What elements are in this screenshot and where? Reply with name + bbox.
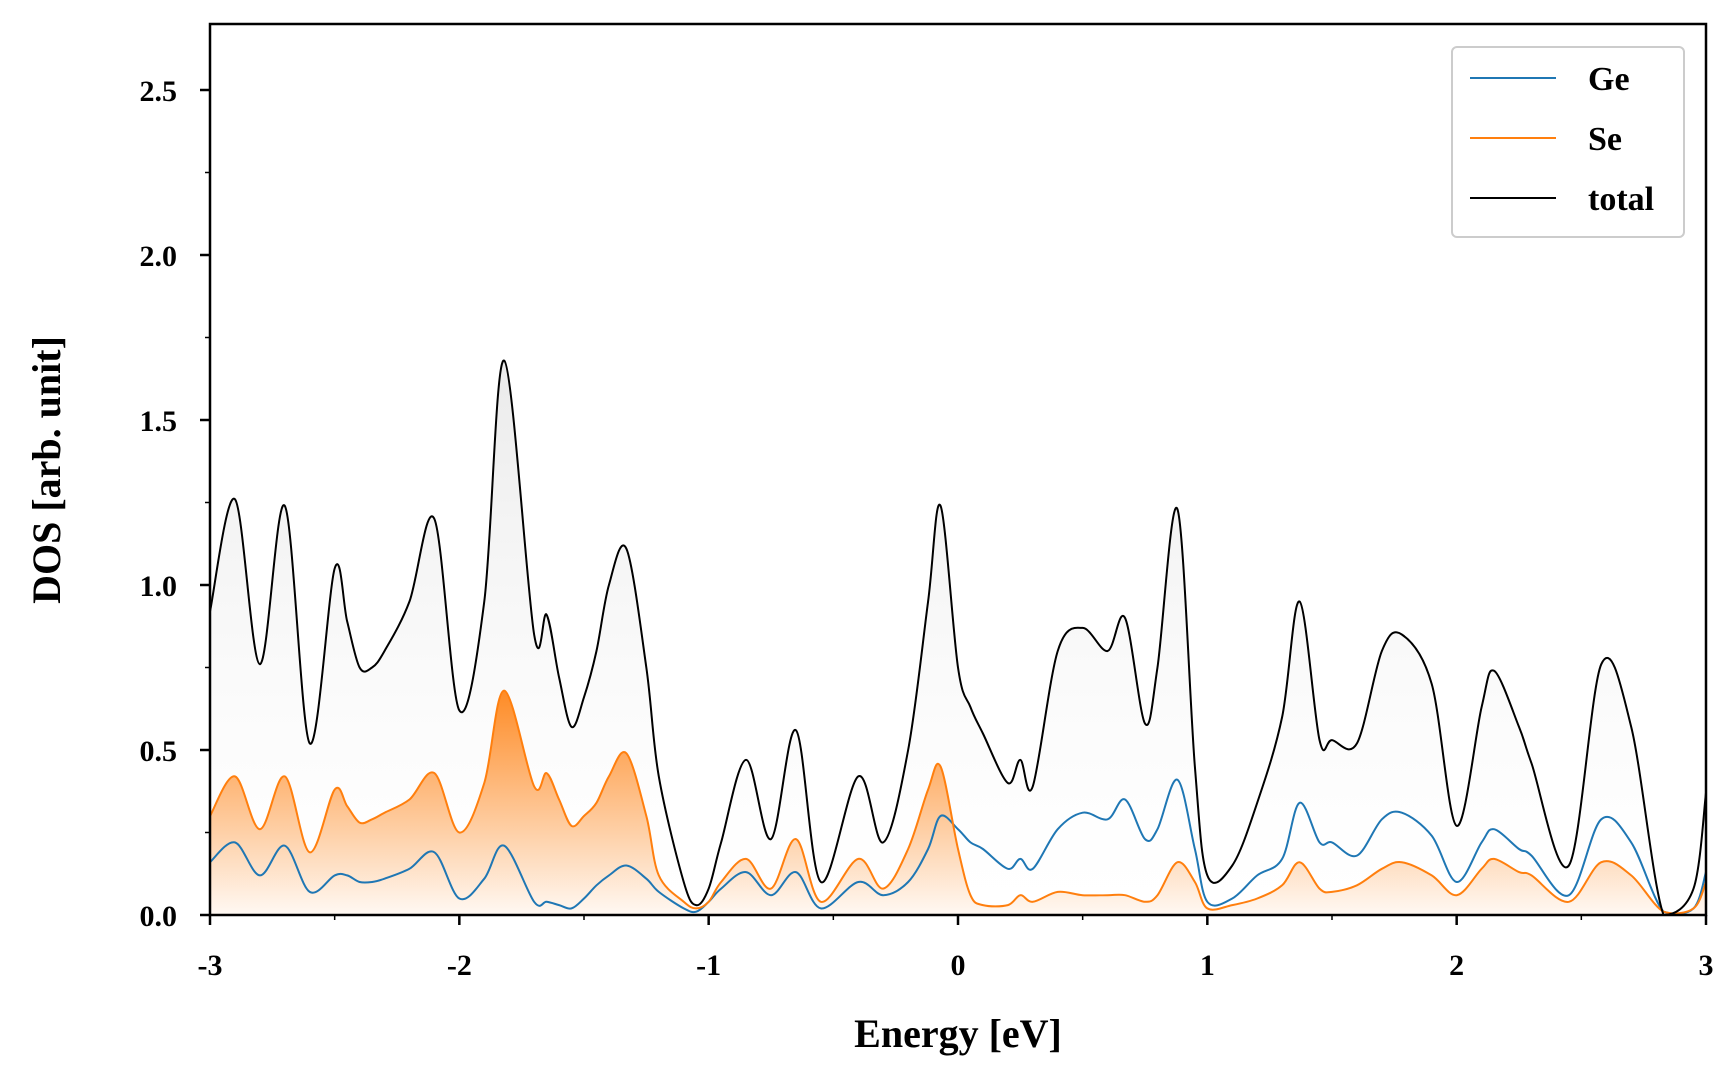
x-tick-label: -1 bbox=[696, 949, 721, 982]
series-line-total bbox=[210, 359, 1706, 915]
legend: Ge Se total bbox=[1451, 46, 1685, 238]
x-tick-label: 1 bbox=[1200, 949, 1215, 982]
y-tick-label: 0.5 bbox=[140, 735, 178, 768]
y-tick-label: 1.5 bbox=[140, 405, 178, 438]
y-tick-label: 0.0 bbox=[140, 900, 178, 933]
series-line-se bbox=[210, 689, 1706, 915]
y-tick-label: 2.0 bbox=[140, 240, 178, 273]
y-tick-label: 2.5 bbox=[140, 75, 178, 108]
axis-ticks: -3 -2 -1 0 1 2 3 0.0 0.5 1.0 1.5 2.0 2.5 bbox=[140, 75, 1714, 982]
x-tick-label: 2 bbox=[1449, 949, 1464, 982]
total-area-fill bbox=[210, 360, 1706, 915]
series-line-ge bbox=[210, 778, 1706, 915]
x-tick-label: -2 bbox=[447, 949, 472, 982]
legend-box bbox=[1451, 46, 1685, 238]
plot-area bbox=[210, 359, 1706, 915]
x-tick-label: 3 bbox=[1699, 949, 1714, 982]
legend-label-ge: Ge bbox=[1588, 61, 1630, 98]
x-tick-label: 0 bbox=[951, 949, 966, 982]
x-axis-title: Energy [eV] bbox=[854, 1011, 1062, 1056]
x-tick-label: -3 bbox=[198, 949, 223, 982]
se-area-fill bbox=[210, 690, 1706, 915]
y-axis-title: DOS [arb. unit] bbox=[24, 336, 69, 604]
legend-label-se: Se bbox=[1588, 121, 1622, 158]
plot-frame bbox=[208, 22, 1708, 917]
y-tick-label: 1.0 bbox=[140, 570, 178, 603]
legend-label-total: total bbox=[1588, 181, 1654, 218]
